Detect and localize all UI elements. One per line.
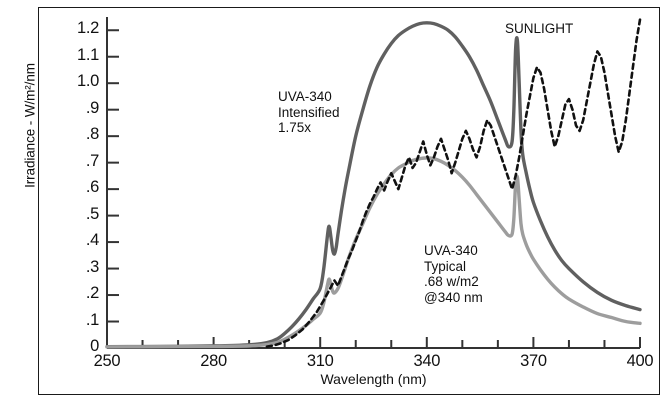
- y-tick-label: .9: [85, 98, 99, 117]
- y-tick-label: .4: [85, 231, 99, 250]
- y-tick-label: 1.1: [76, 45, 99, 64]
- x-axis-label: Wavelength (nm): [320, 371, 427, 387]
- chart-frame: [38, 7, 660, 395]
- x-tick-label: 400: [626, 352, 654, 370]
- annotation-line: Intensified: [278, 104, 340, 120]
- y-tick-label: .2: [85, 284, 99, 303]
- x-tick-label: 250: [93, 352, 121, 370]
- annotation-line: UVA-340: [424, 243, 478, 258]
- annotation-sunlight: SUNLIGHT: [505, 21, 573, 37]
- y-tick-label: .5: [85, 204, 99, 223]
- series-line: [105, 156, 642, 349]
- annotation-line: SUNLIGHT: [505, 21, 574, 36]
- annotation-line: 1.75x: [278, 120, 312, 135]
- x-tick-label: 340: [413, 352, 441, 370]
- y-tick-label: .3: [85, 257, 99, 276]
- x-tick-label: 280: [200, 352, 227, 370]
- y-tick-label: .8: [85, 125, 99, 144]
- y-tick-label: 1.2: [76, 19, 99, 38]
- annotation-uva340-intensified: UVA-340 Intensified 1.75x: [278, 89, 340, 136]
- annotation-line: .68 w/m2: [424, 274, 479, 289]
- y-tick-label: .6: [85, 178, 99, 197]
- series-line: [265, 18, 642, 348]
- x-tick-label: 370: [520, 352, 547, 370]
- y-tick-label: 1.0: [76, 72, 99, 91]
- annotation-line: Typical: [424, 258, 467, 274]
- y-tick-label: .1: [85, 310, 99, 329]
- y-tick-label: .7: [85, 151, 99, 170]
- series-line: [105, 21, 642, 349]
- y-tick-label: 0: [90, 337, 99, 355]
- annotation-line: @340 nm: [424, 289, 483, 305]
- annotation-line: UVA-340: [278, 89, 332, 104]
- x-tick-label: 310: [306, 352, 334, 370]
- annotation-uva340-typical: UVA-340 Typical .68 w/m2 @340 nm: [424, 243, 483, 305]
